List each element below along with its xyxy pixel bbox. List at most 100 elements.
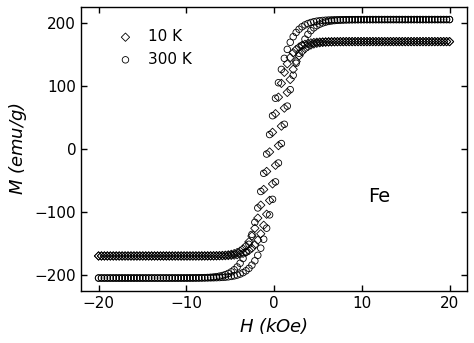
Point [298,24,306,29]
Point [201,253,209,259]
Point [440,17,447,22]
Point [198,253,206,259]
Point [207,274,214,280]
10 K [351,39,359,44]
10 K [210,253,218,259]
10 K [401,39,409,44]
300 K [378,17,385,22]
10 K [304,44,312,49]
Point [331,39,338,45]
Point [437,39,445,44]
Point [278,67,285,72]
10 K [228,252,235,258]
300 K [269,197,276,202]
Point [112,275,120,281]
300 K [301,36,309,42]
Point [172,275,179,281]
Point [348,17,356,22]
Point [127,275,135,281]
300 K [357,17,365,22]
Point [366,17,374,22]
10 K [230,252,238,258]
300 K [242,268,250,274]
Point [292,30,300,35]
300 K [213,275,220,281]
300 K [207,275,214,281]
Point [378,17,385,22]
Point [160,253,167,259]
Point [422,39,430,44]
10 K [216,253,223,259]
Point [316,18,324,24]
300 K [339,17,347,23]
300 K [354,17,362,22]
Point [242,249,250,255]
Point [136,253,144,259]
Point [410,17,418,22]
10 K [219,253,226,259]
300 K [165,275,173,281]
Point [272,95,279,101]
300 K [216,275,223,280]
Point [425,17,433,22]
10 K [251,242,259,248]
Point [100,275,108,281]
10 K [124,253,132,259]
300 K [283,103,291,109]
Point [319,39,327,45]
Point [95,253,102,259]
10 K [168,253,176,259]
300 K [136,275,144,281]
Point [434,17,441,22]
Point [290,50,297,56]
10 K [307,42,315,48]
Point [343,39,350,44]
Point [328,17,335,23]
Point [399,39,406,44]
Point [283,61,291,67]
Point [351,17,359,22]
300 K [151,275,158,281]
10 K [343,39,350,44]
Point [177,275,185,281]
Point [177,253,185,259]
Point [307,40,315,46]
Point [337,17,344,22]
10 K [201,253,209,259]
300 K [142,275,149,281]
300 K [428,17,436,22]
10 K [392,39,400,44]
Point [404,17,412,22]
Point [319,18,327,23]
300 K [328,18,335,24]
10 K [357,39,365,44]
300 K [416,17,424,22]
10 K [346,39,353,44]
Point [428,17,436,22]
300 K [168,275,176,281]
Point [401,39,409,44]
Point [189,275,197,281]
Point [260,170,267,176]
10 K [316,40,324,46]
Point [339,39,347,44]
300 K [319,20,327,26]
Point [95,275,102,281]
300 K [233,272,241,278]
10 K [446,39,453,44]
Point [292,47,300,52]
10 K [399,39,406,44]
300 K [331,18,338,23]
300 K [228,274,235,279]
300 K [192,275,200,281]
Point [219,253,226,258]
Point [121,275,129,281]
10 K [221,253,229,258]
Point [286,39,294,45]
Point [369,39,377,44]
300 K [100,275,108,281]
10 K [410,39,418,44]
Point [428,39,436,44]
10 K [189,253,197,259]
300 K [239,270,247,275]
